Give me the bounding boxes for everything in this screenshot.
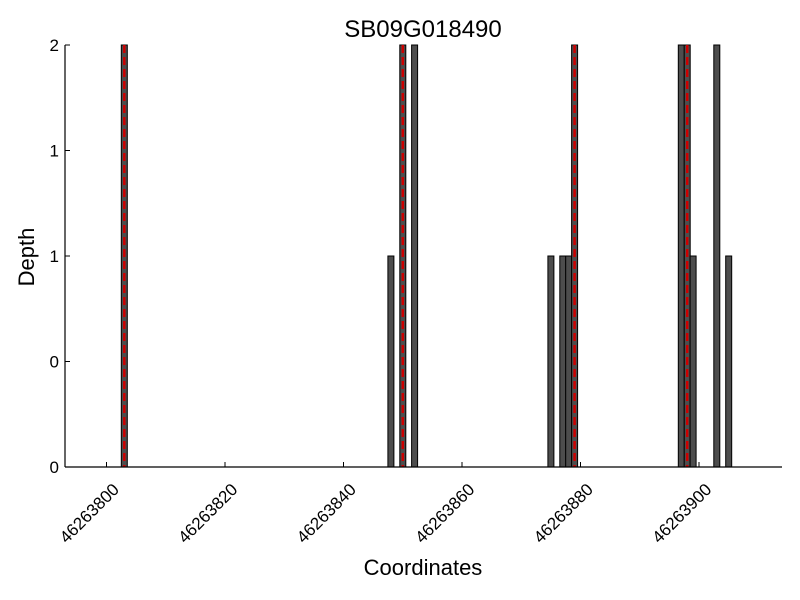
y-axis-ticks: 0 0 1 1 2 — [50, 36, 70, 477]
plot-area — [120, 44, 733, 468]
x-tick-label-4: 46263880 — [530, 480, 597, 547]
depth-bar-4 — [547, 255, 555, 468]
x-tick-label-0: 46263800 — [56, 480, 123, 547]
depth-bar-12 — [725, 255, 733, 468]
x-tick-label-1: 46263820 — [175, 480, 242, 547]
x-tick-label-5: 46263900 — [649, 480, 716, 547]
y-tick-label-3: 1 — [50, 142, 59, 161]
depth-bar-10 — [689, 255, 697, 468]
depth-bar-1 — [387, 255, 395, 468]
y-tick-label-4: 2 — [50, 36, 59, 55]
chart-title: SB09G018490 — [344, 16, 501, 43]
x-axis-ticks: 46263800 46263820 46263840 46263860 46263880… — [56, 462, 715, 547]
depth-bar-6 — [565, 255, 573, 468]
depth-bar-3 — [411, 44, 419, 468]
x-axis-label: Coordinates — [364, 555, 483, 580]
depth-bar-8 — [677, 44, 685, 468]
x-tick-label-3: 46263860 — [412, 480, 479, 547]
depth-bar-11 — [713, 44, 721, 468]
y-tick-label-1: 0 — [50, 353, 59, 372]
x-tick-label-2: 46263840 — [293, 480, 360, 547]
y-axis-label: Depth — [14, 228, 39, 287]
depth-bar-5 — [559, 255, 567, 468]
y-tick-label-0: 0 — [50, 458, 59, 477]
y-tick-label-2: 1 — [50, 247, 59, 266]
